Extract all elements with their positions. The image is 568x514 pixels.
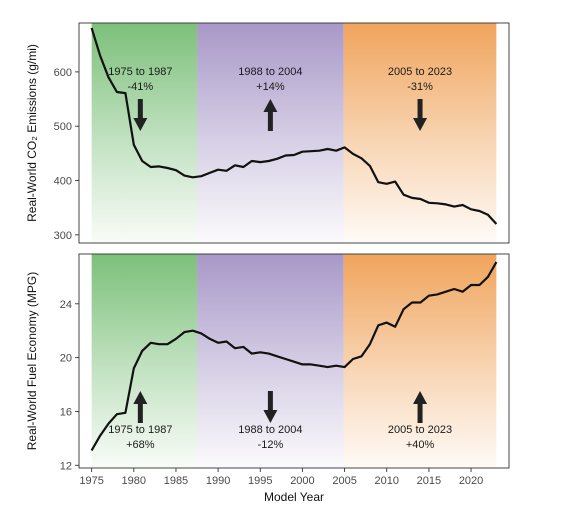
x-tick-label: 1990 [206, 475, 230, 487]
period-change-label: +14% [256, 81, 285, 93]
x-tick-label: 1985 [164, 475, 188, 487]
co2-panel-line [90, 27, 498, 225]
period-change-label: -12% [258, 439, 284, 451]
arrow-down-icon [133, 99, 148, 131]
arrow-down-icon [413, 99, 428, 131]
y-tick-label: 24 [60, 299, 72, 311]
x-tick-label: 1980 [122, 475, 146, 487]
arrow-up-icon [263, 99, 278, 131]
period-change-label: +68% [126, 439, 155, 451]
y-tick-label: 400 [54, 176, 72, 188]
period-label: 2005 to 2023 [388, 66, 452, 78]
arrow-up-icon [133, 391, 148, 423]
arrow-down-icon [263, 391, 278, 423]
x-tick-label: 2010 [375, 475, 399, 487]
x-axis-title: Model Year [264, 490, 324, 504]
co2-panel-frame [78, 22, 510, 244]
period-label: 1975 to 1987 [108, 66, 172, 78]
x-tick-label: 1975 [79, 475, 103, 487]
period-label: 1975 to 1987 [108, 424, 172, 436]
y-tick-label: 12 [60, 460, 72, 472]
co2-panel-period-band [343, 23, 497, 243]
mpg-panel-period-band [91, 254, 198, 468]
mpg-panel-frame [78, 253, 510, 469]
mpg-panel-line [90, 261, 498, 452]
x-tick-label: 2000 [290, 475, 314, 487]
mpg-panel-y-axis-title: Real-World Fuel Economy (MPG) [25, 272, 39, 451]
x-tick-label: 1995 [248, 475, 272, 487]
x-tick-label: 2005 [332, 475, 356, 487]
y-tick-label: 600 [54, 67, 72, 79]
period-change-label: -41% [127, 81, 153, 93]
period-change-label: -31% [407, 81, 433, 93]
mpg-panel-period-band [343, 254, 497, 468]
co2-panel-y-axis-title: Real-World CO₂ Emissions (g/mi) [25, 44, 39, 222]
co2-panel-period-band [91, 23, 198, 243]
y-tick-label: 300 [54, 230, 72, 242]
y-tick-label: 16 [60, 406, 72, 418]
x-tick-label: 2015 [417, 475, 441, 487]
x-tick-label: 2020 [459, 475, 483, 487]
period-change-label: +40% [406, 439, 435, 451]
y-tick-label: 20 [60, 353, 72, 365]
y-tick-label: 500 [54, 121, 72, 133]
co2-panel-period-band [197, 23, 344, 243]
period-label: 1988 to 2004 [238, 66, 302, 78]
period-label: 2005 to 2023 [388, 424, 452, 436]
mpg-panel-period-band [197, 254, 344, 468]
period-label: 1988 to 2004 [238, 424, 302, 436]
arrow-up-icon [413, 391, 428, 423]
